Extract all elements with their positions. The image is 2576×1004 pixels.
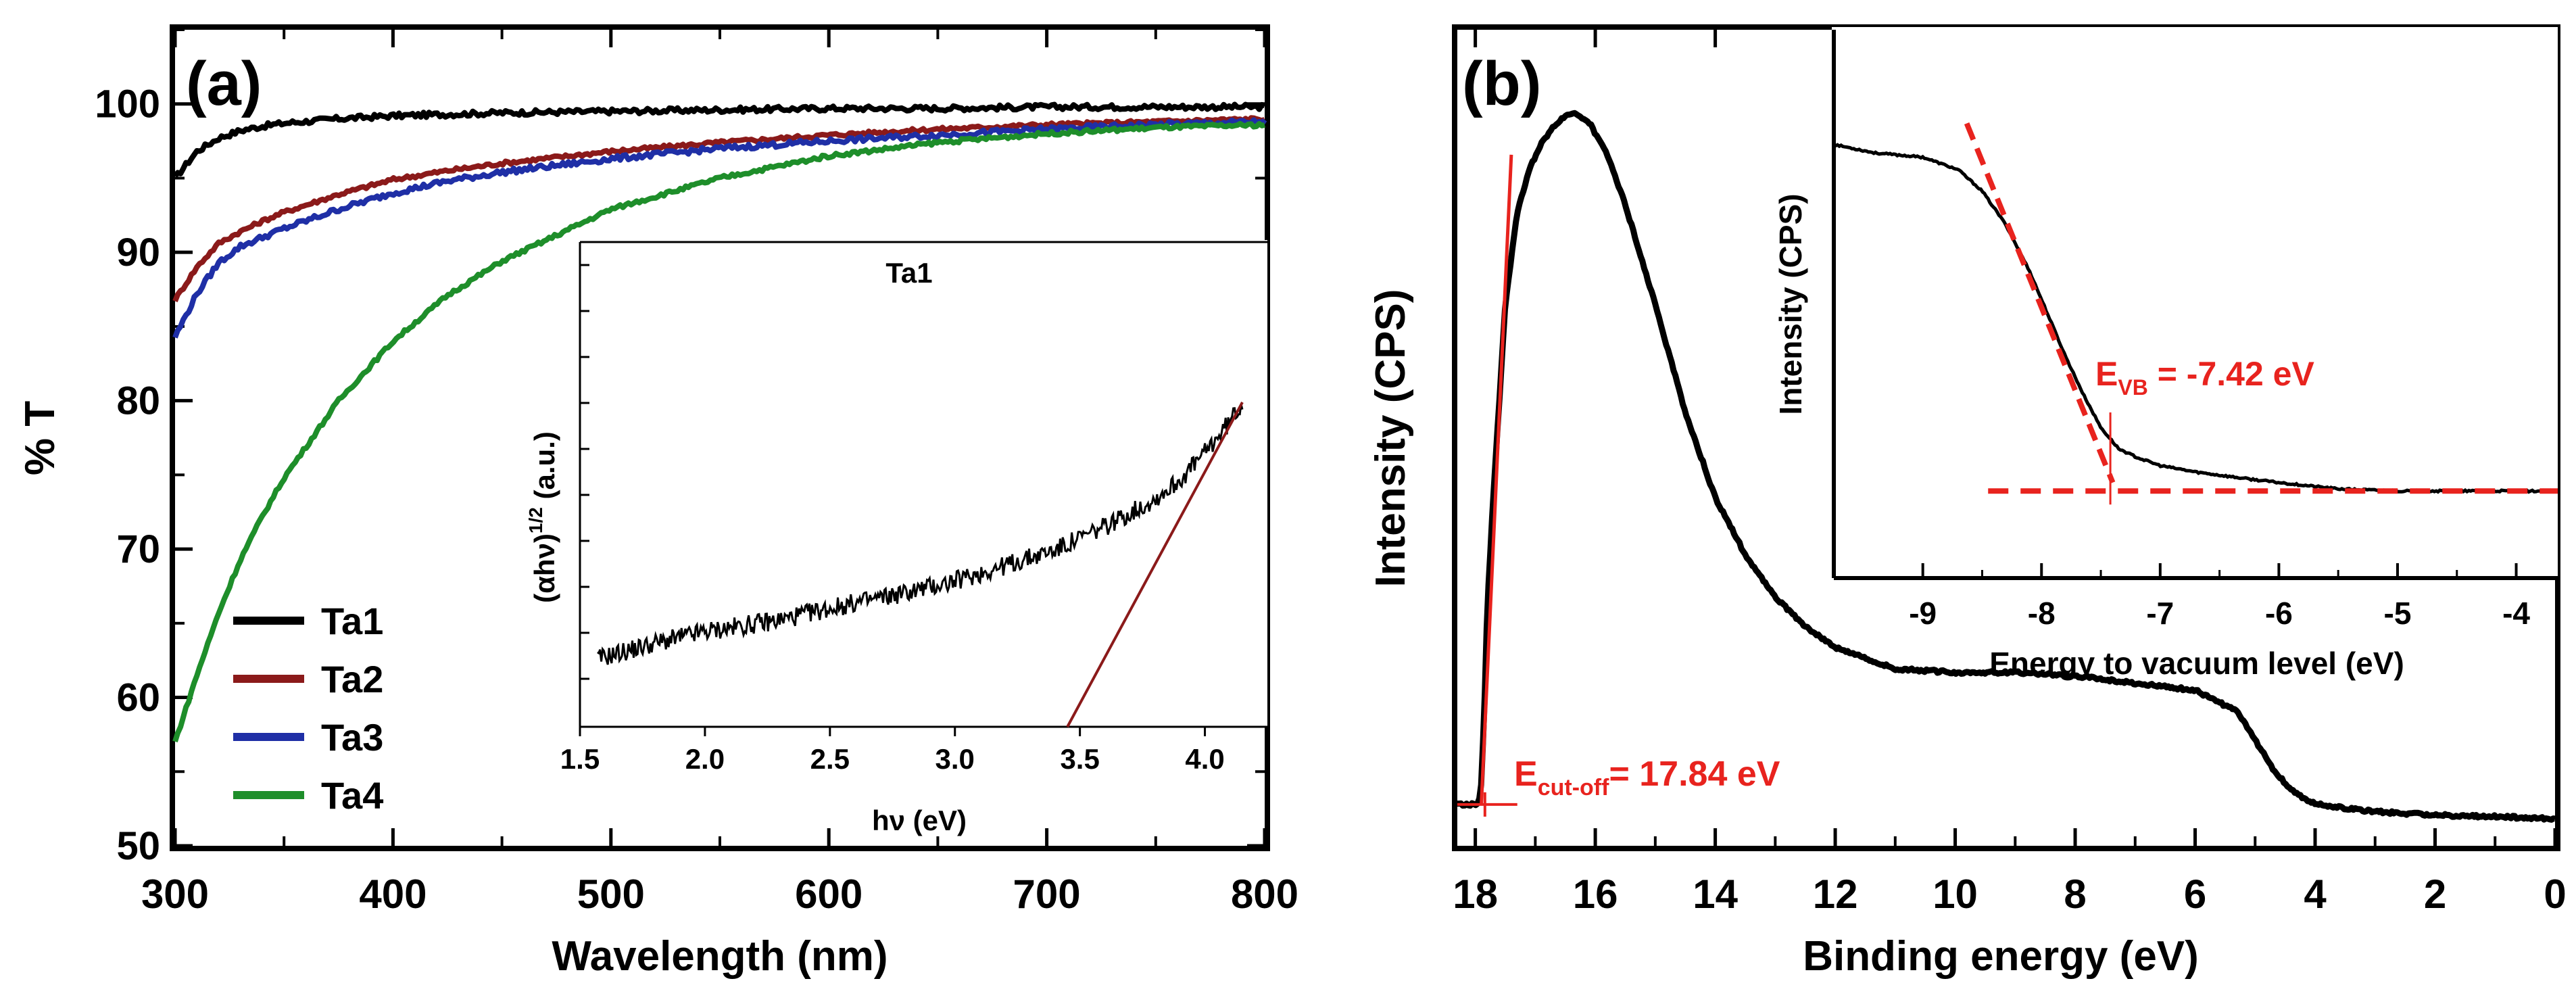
panel-b-cutoff-annotation-value: = 17.84 eV [1609, 755, 1780, 794]
panel-a-inset-series [597, 402, 1244, 727]
panel-a-legend-label-ta1: Ta1 [321, 600, 383, 642]
panel-a-inset-fit-line [1066, 402, 1244, 727]
panel-b-x-tick-label: 12 [1813, 871, 1858, 917]
panel-b-series [1456, 110, 2556, 823]
panel-b-inset-series [1832, 122, 2558, 505]
panel-b: 18 16 14 12 10 8 6 4 2 0 (b) Binding energy (eV) … [1367, 24, 2567, 980]
panel-b-x-tick-label: 18 [1453, 871, 1498, 917]
panel-b-spectrum-line [1456, 110, 2556, 823]
panel-a-x-tick-label: 700 [1013, 871, 1081, 917]
panel-b-inset-vb-annotation-main: E [2095, 355, 2118, 393]
panel-a-y-tick-label: 80 [116, 379, 160, 423]
panel-b-inset-tangent-line [1964, 122, 2116, 484]
panel-a-inset-y-axis-label: (αhν)1/2 (a.u.) [525, 431, 560, 603]
panel-a-inset-x-tick-label: 3.0 [935, 743, 975, 775]
panel-b-x-tick-label: 4 [2304, 871, 2327, 917]
panel-b-cutoff-annotation: Ecut-off= 17.84 eV [1514, 755, 1780, 800]
panel-b-inset-x-tick-label: -5 [2384, 596, 2412, 631]
panel-a-inset-x-tick-label: 3.5 [1060, 743, 1099, 775]
panel-b-cutoff-fit-line [1479, 154, 1513, 805]
panel-a-y-tick-label: 90 [116, 231, 160, 274]
panel-b-x-tick-label: 10 [1933, 871, 1978, 917]
panel-a-inset-x-tick-label: 2.5 [810, 743, 850, 775]
panel-b-x-tick-label: 16 [1573, 871, 1618, 917]
panel-a-y-tick-label: 50 [116, 824, 160, 868]
panel-a-y-tick-label: 60 [116, 676, 160, 720]
panel-a-inset-x-tick-label: 4.0 [1185, 743, 1224, 775]
panel-b-cutoff-annotation-main: E [1514, 755, 1538, 794]
panel-b-inset-background [1832, 27, 2558, 578]
panel-a-series-line-ta2 [172, 115, 1266, 302]
panel-a-inset-ta1-line [597, 404, 1244, 665]
panel-b-x-tick-label: 8 [2064, 871, 2086, 917]
panel-b-cutoff-annotation-sub: cut-off [1538, 775, 1609, 800]
panel-a-y-axis-label: % T [17, 401, 64, 475]
panel-a-x-tick-label: 300 [141, 871, 209, 917]
panel-b-inset-x-ticks: -9 -8 -7 -6 -5 -4 [1909, 563, 2530, 631]
panel-b-inset: -9 -8 -7 -6 -5 -4 Energy to vacuum level (eV)… [1773, 27, 2558, 681]
panel-b-inset-x-tick-label: -9 [1909, 596, 1937, 631]
panel-a-legend-label-ta3: Ta3 [321, 716, 383, 759]
panel-a: 300 400 500 600 700 800 50 60 70 80 90 100 (a) Wav… [17, 24, 1298, 980]
panel-a-y-ticks: 50 60 70 80 90 100 [95, 28, 1265, 868]
panel-b-inset-x-tick-label: -7 [2146, 596, 2174, 631]
panel-b-inset-vb-annotation-value: = -7.42 eV [2148, 355, 2315, 393]
panel-a-inset-y-axis-label-unit: (a.u.) [529, 431, 560, 507]
panel-b-inset-x-axis-label: Energy to vacuum level (eV) [1989, 646, 2404, 681]
panel-b-inset-y-axis-label: Intensity (CPS) [1773, 193, 1808, 414]
panel-b-x-ticks: 18 16 14 12 10 8 6 4 2 0 [1453, 30, 2567, 917]
panel-a-series-line-ta1 [172, 101, 1266, 178]
panel-b-inset-vb-annotation: EVB = -7.42 eV [2095, 355, 2314, 400]
panel-a-legend-label-ta4: Ta4 [321, 774, 383, 817]
panel-a-series [172, 101, 1267, 743]
panel-b-inset-vb-annotation-sub: VB [2118, 375, 2147, 400]
panel-a-inset-y-axis-label-sup: 1/2 [525, 507, 546, 533]
panel-b-inset-x-tick-label: -4 [2502, 596, 2530, 631]
panel-a-legend-label-ta2: Ta2 [321, 658, 383, 700]
panel-b-label: (b) [1462, 49, 1541, 118]
panel-a-y-tick-label: 70 [116, 527, 160, 571]
panel-b-x-tick-label: 0 [2544, 871, 2566, 917]
panel-a-legend: Ta1 Ta2 Ta3 Ta4 [233, 600, 383, 817]
panel-a-inset-title: Ta1 [885, 257, 932, 289]
panel-a-inset-x-ticks: 1.5 2.0 2.5 3.0 3.5 4.0 [560, 727, 1225, 775]
panel-a-inset: 1.5 2.0 2.5 3.0 3.5 4.0 Ta1 hν (eV) (αhν)1/2 … [525, 240, 1267, 836]
panel-a-label: (a) [186, 49, 262, 118]
panel-a-series-line-ta4 [172, 120, 1266, 743]
panel-a-inset-x-tick-label: 1.5 [560, 743, 600, 775]
panel-a-x-tick-label: 800 [1231, 871, 1298, 917]
panel-b-x-tick-label: 2 [2424, 871, 2446, 917]
panel-a-inset-x-tick-label: 2.0 [685, 743, 725, 775]
panel-b-x-tick-label: 14 [1693, 871, 1738, 917]
panel-b-inset-x-tick-label: -8 [2028, 596, 2056, 631]
panel-a-x-axis-label: Wavelength (nm) [552, 933, 888, 980]
panel-a-x-ticks: 300 400 500 600 700 800 [141, 30, 1298, 917]
panel-a-x-tick-label: 500 [577, 871, 645, 917]
panel-a-inset-background [578, 240, 1267, 727]
panel-a-x-tick-label: 600 [795, 871, 862, 917]
panel-a-inset-x-axis-label: hν (eV) [872, 805, 967, 836]
panel-a-inset-y-ticks [580, 264, 589, 680]
panel-a-y-tick-label: 100 [95, 82, 160, 126]
panel-a-x-tick-label: 400 [359, 871, 427, 917]
panel-b-inset-x-tick-label: -6 [2265, 596, 2293, 631]
panel-b-inset-spectrum-line [1832, 143, 2558, 494]
panel-b-y-axis-label: Intensity (CPS) [1367, 289, 1414, 588]
panel-b-x-tick-label: 6 [2184, 871, 2206, 917]
panel-a-inset-y-axis-label-main: (αhν) [529, 533, 560, 603]
panel-b-x-axis-label: Binding energy (eV) [1803, 933, 2199, 980]
